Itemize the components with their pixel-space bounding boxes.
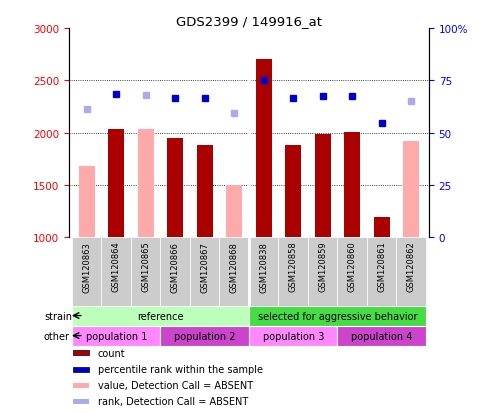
Text: percentile rank within the sample: percentile rank within the sample [98,364,263,374]
Bar [72,306,249,326]
Bar [255,60,272,238]
Text: value, Detection Call = ABSENT: value, Detection Call = ABSENT [98,380,253,390]
Title: GDS2399 / 149916_at: GDS2399 / 149916_at [176,15,322,28]
Bar [338,326,426,346]
Text: population 4: population 4 [351,331,413,341]
Bar [78,167,95,238]
Bar [285,146,301,238]
Bar [190,238,219,306]
Text: GSM120863: GSM120863 [82,241,91,292]
Bar [374,218,390,238]
Bar [138,130,154,238]
Bar [131,238,160,306]
Bar [249,306,426,326]
Bar [160,326,249,346]
Bar [72,238,102,306]
Text: selected for aggressive behavior: selected for aggressive behavior [258,311,417,321]
Text: population 3: population 3 [263,331,324,341]
Text: GSM120862: GSM120862 [407,241,416,292]
Text: reference: reference [137,311,184,321]
Bar [367,238,396,306]
Text: GSM120859: GSM120859 [318,241,327,292]
Bar [72,382,89,388]
Bar [72,367,89,372]
Text: count: count [98,348,125,358]
Bar [396,238,426,306]
Text: GSM120868: GSM120868 [230,241,239,292]
Bar [338,238,367,306]
Bar [72,326,160,346]
Text: GSM120858: GSM120858 [289,241,298,292]
Bar [315,134,331,238]
Bar [279,238,308,306]
Text: GSM120866: GSM120866 [171,241,180,292]
Text: GSM120838: GSM120838 [259,241,268,292]
Text: GSM120864: GSM120864 [112,241,121,292]
Bar [226,185,243,238]
Bar [344,132,360,238]
Text: GSM120865: GSM120865 [141,241,150,292]
Text: GSM120861: GSM120861 [377,241,386,292]
Text: population 1: population 1 [85,331,147,341]
Text: GSM120860: GSM120860 [348,241,357,292]
Bar [249,238,279,306]
Text: other: other [44,331,70,341]
Text: population 2: population 2 [174,331,236,341]
Bar [403,142,420,238]
Text: GSM120867: GSM120867 [200,241,209,292]
Bar [72,350,89,356]
Bar [197,146,213,238]
Bar [72,399,89,404]
Bar [102,238,131,306]
Bar [308,238,338,306]
Bar [167,138,183,238]
Bar [160,238,190,306]
Bar [249,326,338,346]
Bar [219,238,249,306]
Bar [108,130,124,238]
Text: strain: strain [44,311,72,321]
Text: rank, Detection Call = ABSENT: rank, Detection Call = ABSENT [98,396,248,406]
